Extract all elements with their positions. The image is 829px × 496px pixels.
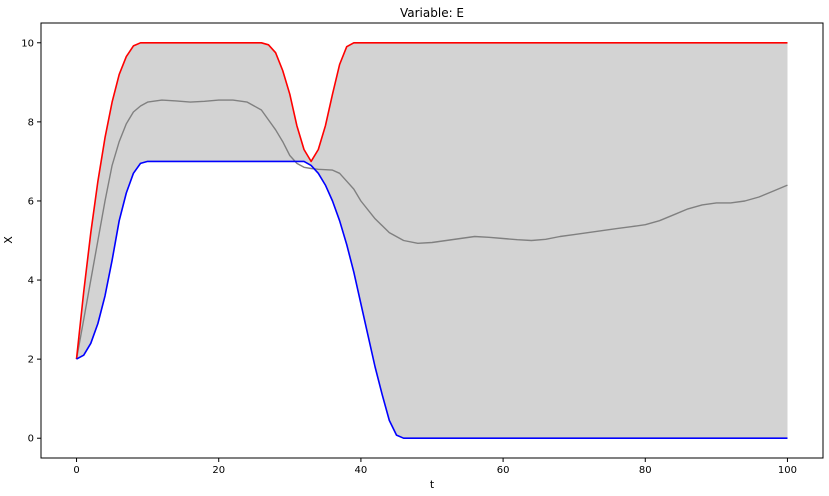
x-axis-label: t xyxy=(430,478,435,491)
y-axis-label: X xyxy=(2,236,15,244)
series-line-max xyxy=(75,41,788,360)
x-tick-label: 40 xyxy=(355,465,368,476)
y-tick-label: 4 xyxy=(28,276,34,287)
x-tick-label: 60 xyxy=(497,465,510,476)
x-tick-label: 20 xyxy=(212,465,225,476)
y-axis-ticks: 0 2 4 6 8 10 xyxy=(21,38,41,445)
x-tick-label: 0 xyxy=(73,465,79,476)
series-line-mean xyxy=(75,99,788,360)
series-line-min xyxy=(76,160,788,440)
y-tick-label: 0 xyxy=(28,434,34,445)
envelope-band xyxy=(76,42,788,439)
x-axis-ticks: 0 20 40 60 80 100 xyxy=(73,458,797,476)
y-tick-label: 2 xyxy=(28,355,34,366)
y-tick-label: 10 xyxy=(21,38,34,49)
x-tick-label: 100 xyxy=(778,465,797,476)
x-tick-label: 80 xyxy=(639,465,652,476)
chart-title: Variable: E xyxy=(400,6,464,20)
y-tick-label: 8 xyxy=(28,117,34,128)
series-layer xyxy=(75,41,788,440)
envelope-band-area xyxy=(76,42,788,439)
plot-frame xyxy=(40,22,824,459)
y-tick-label: 6 xyxy=(28,196,34,207)
